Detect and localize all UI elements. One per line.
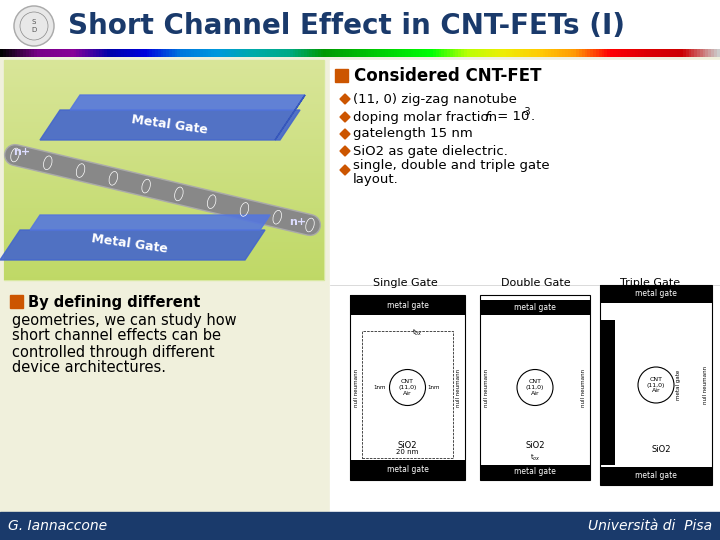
Text: CNT
(11,0)
Air: CNT (11,0) Air	[647, 377, 665, 393]
Polygon shape	[275, 95, 305, 140]
Text: 1nm: 1nm	[373, 385, 385, 390]
Text: single, double and triple gate: single, double and triple gate	[353, 159, 549, 172]
Bar	[10, 295, 23, 308]
Text: Single Gate: Single Gate	[373, 278, 437, 288]
Text: metal gate: metal gate	[635, 471, 677, 481]
Text: SiO2 as gate dielectric.: SiO2 as gate dielectric.	[353, 145, 508, 158]
Text: CNT
(11,0)
Air: CNT (11,0) Air	[398, 379, 417, 396]
Polygon shape	[30, 215, 270, 230]
Text: Considered CNT-FET: Considered CNT-FET	[354, 67, 541, 85]
Circle shape	[390, 369, 426, 406]
Circle shape	[517, 369, 553, 406]
Bar	[350, 295, 465, 480]
Text: 20 nm: 20 nm	[396, 449, 419, 455]
Bar	[480, 300, 590, 315]
Text: SiO2: SiO2	[526, 441, 545, 449]
Text: Università di  Pisa: Università di Pisa	[588, 519, 712, 533]
Bar	[335, 69, 348, 82]
Text: .: .	[531, 111, 535, 124]
Bar	[600, 467, 712, 485]
Bar	[330, 280, 720, 512]
Bar	[480, 295, 590, 480]
Polygon shape	[340, 94, 350, 104]
Text: controlled through different: controlled through different	[12, 345, 215, 360]
Text: null neumann: null neumann	[354, 368, 359, 407]
Text: layout.: layout.	[353, 172, 399, 186]
Text: Short Channel Effect in CNT-FETs (I): Short Channel Effect in CNT-FETs (I)	[68, 12, 625, 40]
Text: n+: n+	[289, 217, 307, 227]
Text: metal gate: metal gate	[387, 465, 428, 475]
Text: device architectures.: device architectures.	[12, 361, 166, 375]
Text: metal gate: metal gate	[514, 302, 556, 312]
Polygon shape	[340, 112, 350, 122]
Text: CNT
(11,0)
Air: CNT (11,0) Air	[526, 379, 544, 396]
Text: t$_{ox}$: t$_{ox}$	[413, 328, 423, 338]
Bar	[4, 60, 324, 280]
Bar	[0, 512, 720, 540]
Bar	[330, 60, 720, 280]
Bar	[0, 0, 720, 50]
Text: By defining different: By defining different	[28, 294, 200, 309]
Text: Metal Gate: Metal Gate	[131, 113, 209, 137]
Text: G. Iannaccone: G. Iannaccone	[8, 519, 107, 533]
Bar	[350, 460, 465, 480]
Text: null neumann: null neumann	[703, 366, 708, 404]
Text: Triple Gate: Triple Gate	[620, 278, 680, 288]
Text: SiO2: SiO2	[652, 446, 671, 455]
Text: null neumann: null neumann	[484, 368, 489, 407]
Text: metal gate: metal gate	[387, 300, 428, 309]
Bar	[600, 285, 712, 303]
Bar	[600, 320, 615, 465]
Text: gatelength 15 nm: gatelength 15 nm	[353, 127, 473, 140]
Text: doping molar fraction: doping molar fraction	[353, 111, 501, 124]
Polygon shape	[0, 230, 265, 260]
Bar	[600, 285, 712, 485]
Bar	[362, 331, 453, 458]
Text: Double Gate: Double Gate	[501, 278, 571, 288]
Text: null neumann: null neumann	[456, 368, 461, 407]
Text: SiO2: SiO2	[397, 441, 418, 449]
Polygon shape	[70, 95, 305, 110]
Bar	[350, 295, 465, 315]
Text: short channel effects can be: short channel effects can be	[12, 328, 221, 343]
Text: null neumann: null neumann	[581, 368, 586, 407]
Text: $f$: $f$	[484, 110, 492, 124]
Text: metal gate: metal gate	[676, 370, 681, 400]
Text: t$_{ox}$: t$_{ox}$	[530, 453, 541, 463]
Text: Metal Gate: Metal Gate	[91, 232, 169, 256]
Circle shape	[638, 367, 674, 403]
Text: S
D: S D	[32, 19, 37, 32]
Text: (11, 0) zig-zag nanotube: (11, 0) zig-zag nanotube	[353, 92, 517, 105]
Circle shape	[14, 6, 54, 46]
Text: -3: -3	[522, 107, 531, 117]
Polygon shape	[340, 129, 350, 139]
Text: 1nm: 1nm	[428, 385, 440, 390]
Text: geometries, we can study how: geometries, we can study how	[12, 313, 237, 327]
Polygon shape	[340, 146, 350, 156]
Text: = 10: = 10	[493, 111, 529, 124]
Bar	[0, 57, 720, 512]
Text: metal gate: metal gate	[635, 289, 677, 299]
Text: n+: n+	[14, 147, 30, 157]
Polygon shape	[340, 165, 350, 175]
Text: metal gate: metal gate	[514, 468, 556, 476]
Bar	[480, 465, 590, 480]
Polygon shape	[40, 110, 300, 140]
